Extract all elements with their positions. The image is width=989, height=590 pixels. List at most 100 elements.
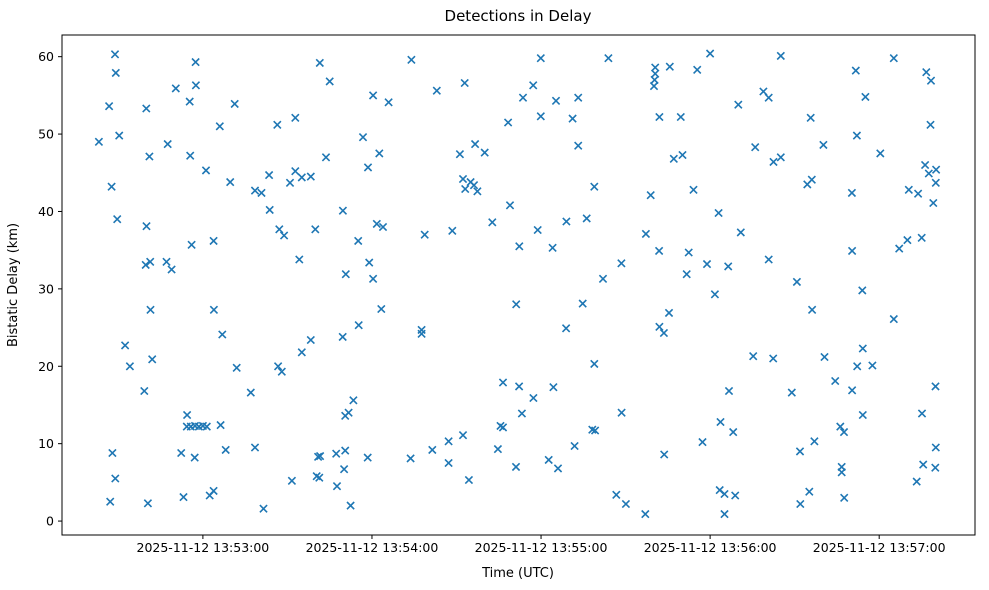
scatter-marker xyxy=(590,359,599,369)
scatter-marker xyxy=(924,169,933,178)
scatter-marker xyxy=(461,184,470,194)
scatter-marker xyxy=(232,363,241,372)
scatter-marker xyxy=(306,172,315,181)
scatter-marker xyxy=(561,324,571,333)
scatter-marker xyxy=(853,362,862,371)
scatter-marker xyxy=(265,205,274,215)
scatter-marker xyxy=(705,49,715,58)
scatter-marker xyxy=(275,225,284,234)
scatter-marker xyxy=(226,177,235,187)
scatter-marker xyxy=(749,352,758,361)
scatter-marker xyxy=(179,492,188,502)
y-tick-label: 30 xyxy=(38,281,54,296)
x-tick-label: 2025-11-12 13:54:00 xyxy=(306,540,439,555)
scatter-marker xyxy=(868,361,877,370)
chart-title: Detections in Delay xyxy=(445,7,592,25)
scatter-marker xyxy=(163,139,172,149)
scatter-marker xyxy=(167,265,176,274)
scatter-marker xyxy=(259,504,268,513)
plot-area-border xyxy=(61,34,976,536)
scatter-marker xyxy=(684,248,693,257)
scatter-marker xyxy=(518,93,528,102)
scatter-marker xyxy=(106,497,115,506)
scatter-marker xyxy=(641,229,651,239)
scatter-marker xyxy=(209,486,218,496)
scatter-marker xyxy=(651,63,660,72)
scatter-marker xyxy=(311,225,320,234)
scatter-marker xyxy=(807,305,817,314)
scatter-marker xyxy=(444,458,453,468)
scatter-marker xyxy=(187,240,196,249)
scatter-marker xyxy=(148,355,157,364)
scatter-marker xyxy=(306,335,315,345)
scatter-marker xyxy=(858,286,867,295)
scatter-marker xyxy=(458,431,468,440)
scatter-marker xyxy=(218,330,227,339)
scatter-marker xyxy=(458,174,468,184)
scatter-marker xyxy=(190,453,199,462)
scatter-marker xyxy=(313,452,323,461)
scatter-marker xyxy=(536,112,545,121)
scatter-marker xyxy=(840,493,849,502)
scatter-marker xyxy=(847,386,857,395)
scatter-marker xyxy=(177,448,186,458)
scatter-marker xyxy=(617,408,626,417)
scatter-marker xyxy=(562,217,571,226)
scatter-marker xyxy=(724,262,733,271)
scatter-marker xyxy=(837,468,846,477)
scatter-marker xyxy=(94,137,104,146)
scatter-marker xyxy=(315,451,325,461)
scatter-marker xyxy=(590,182,599,191)
scatter-marker xyxy=(363,163,373,172)
scatter-marker xyxy=(120,341,130,350)
scatter-marker xyxy=(682,270,691,279)
scatter-marker xyxy=(108,448,117,458)
scatter-marker xyxy=(931,178,940,187)
scatter-marker xyxy=(693,65,702,74)
scatter-marker xyxy=(142,104,151,113)
scatter-marker xyxy=(250,186,260,195)
scatter-marker xyxy=(621,499,631,509)
scatter-marker xyxy=(917,233,926,242)
scatter-marker xyxy=(731,491,740,500)
scatter-marker xyxy=(858,344,867,353)
scatter-marker xyxy=(469,181,479,190)
scatter-marker xyxy=(257,188,266,198)
scatter-marker xyxy=(769,354,778,363)
scatter-markers xyxy=(94,49,941,519)
scatter-marker xyxy=(146,257,155,266)
scatter-marker xyxy=(354,321,363,330)
scatter-marker xyxy=(143,499,153,508)
scatter-marker xyxy=(590,426,600,435)
scatter-marker xyxy=(889,54,898,63)
scatter-marker xyxy=(349,396,358,405)
scatter-marker xyxy=(736,228,745,237)
scatter-marker xyxy=(659,328,669,338)
scatter-marker xyxy=(669,154,678,163)
scatter-marker xyxy=(332,482,342,491)
y-tick-label: 20 xyxy=(38,359,54,374)
scatter-marker xyxy=(341,270,350,279)
scatter-marker xyxy=(570,441,579,451)
scatter-marker xyxy=(498,423,508,432)
scatter-marker xyxy=(221,445,230,455)
scatter-marker xyxy=(931,165,941,174)
scatter-marker xyxy=(806,113,815,122)
scatter-marker xyxy=(346,501,355,510)
scatter-marker xyxy=(588,425,597,434)
scatter-marker xyxy=(325,77,334,86)
scatter-marker xyxy=(655,112,664,122)
scatter-marker xyxy=(912,477,921,486)
y-axis-ticks: 0 10 20 30 40 50 60 xyxy=(38,49,62,529)
x-tick-label: 2025-11-12 13:55:00 xyxy=(475,540,608,555)
scatter-marker xyxy=(110,50,120,59)
scatter-marker xyxy=(279,231,289,240)
scatter-marker xyxy=(776,153,785,162)
scatter-marker xyxy=(191,81,201,90)
scatter-marker xyxy=(291,167,300,176)
scatter-marker xyxy=(598,274,608,283)
scatter-marker xyxy=(338,206,348,215)
scatter-marker xyxy=(612,490,621,499)
x-tick-label: 2025-11-12 13:53:00 xyxy=(137,540,270,555)
